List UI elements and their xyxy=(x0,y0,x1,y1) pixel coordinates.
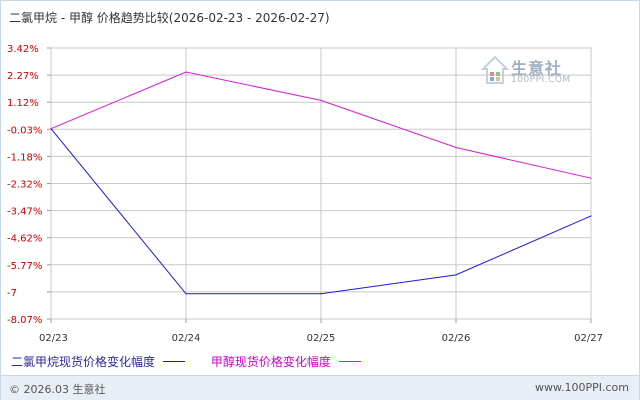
y-tick-label: 3.42% xyxy=(7,44,39,55)
data-point xyxy=(320,293,322,295)
footer: © 2026.03 生意社 www.100PPI.com xyxy=(1,375,639,400)
y-tick-label: -4.62% xyxy=(7,234,42,245)
y-tick-label: -8.07% xyxy=(7,315,42,326)
x-tick-label: 02/25 xyxy=(307,333,336,344)
data-point xyxy=(590,215,592,217)
watermark-logo: 生意社 100PPI.COM xyxy=(480,55,581,89)
y-tick-label: -7 xyxy=(7,288,17,299)
legend-item-dichloromethane: 二氯甲烷现货价格变化幅度 xyxy=(11,353,186,370)
watermark-name: 生意社 xyxy=(511,59,563,78)
plot-area: 3.42% 2.27% 1.12% -0.03% -1.18% -2.32% -3.47% -… xyxy=(7,44,603,344)
y-tick-label: 1.12% xyxy=(7,98,39,109)
y-tick-label: -0.03% xyxy=(7,125,42,136)
data-point xyxy=(320,99,322,101)
x-tick-label: 02/24 xyxy=(172,333,201,344)
y-tick-label: 2.27% xyxy=(7,71,39,82)
legend-item-methanol: 甲醇现货价格变化幅度 xyxy=(211,353,361,370)
y-tick-label: -2.32% xyxy=(7,180,42,191)
x-tick-label: 02/27 xyxy=(574,333,603,344)
legend: 二氯甲烷现货价格变化幅度 甲醇现货价格变化幅度 xyxy=(11,353,383,370)
y-tick-label: -5.77% xyxy=(7,261,42,272)
footer-copyright: © 2026.03 生意社 xyxy=(9,383,106,396)
data-point xyxy=(185,293,187,295)
legend-swatch xyxy=(338,361,361,362)
y-tick-label: -1.18% xyxy=(7,152,42,163)
x-tick-label: 02/26 xyxy=(442,333,471,344)
data-point xyxy=(50,128,52,130)
data-point xyxy=(590,177,592,179)
y-tick-label: -3.47% xyxy=(7,207,42,218)
data-point xyxy=(455,146,457,149)
x-axis-ticks: 02/23 02/24 02/25 02/26 02/27 xyxy=(39,333,603,344)
x-tick-label: 02/23 xyxy=(39,333,68,344)
legend-swatch xyxy=(163,361,186,362)
data-point xyxy=(455,274,457,276)
chart-title: 二氯甲烷 - 甲醇 价格趋势比较(2026-02-23 - 2026-02-27… xyxy=(9,11,330,25)
grid xyxy=(47,47,592,323)
watermark-url: 100PPI.COM xyxy=(511,75,571,85)
legend-label: 二氯甲烷现货价格变化幅度 xyxy=(11,355,156,369)
y-axis-ticks: 3.42% 2.27% 1.12% -0.03% -1.18% -2.32% -3.47% -… xyxy=(7,44,42,326)
legend-label: 甲醇现货价格变化幅度 xyxy=(210,355,331,369)
house-logo-icon xyxy=(480,55,510,84)
data-point xyxy=(185,71,187,73)
series-lines xyxy=(50,71,592,295)
footer-site-link[interactable]: www.100PPI.com xyxy=(535,381,629,394)
